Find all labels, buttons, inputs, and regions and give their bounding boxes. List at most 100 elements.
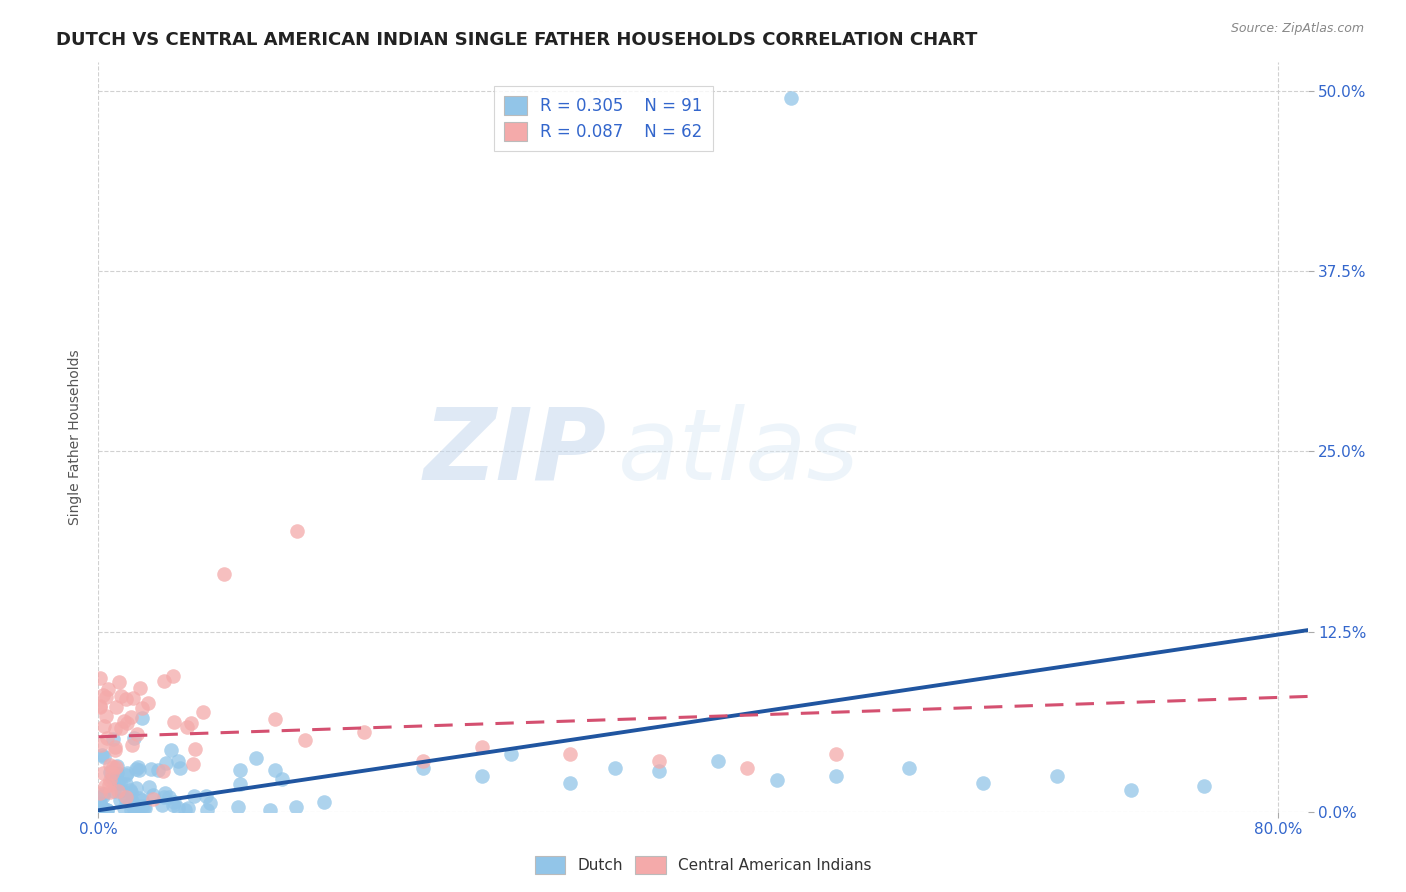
Point [152, 790, 174, 805]
Point [735, 762, 758, 776]
Point [972, 776, 994, 790]
Point [141, 762, 163, 776]
Point [294, 732, 316, 747]
Point [107, 784, 129, 798]
Point [353, 725, 375, 739]
Point [101, 766, 124, 780]
Point [226, 800, 249, 814]
Point [98, 765, 121, 780]
Point [124, 780, 146, 795]
Point [128, 764, 150, 778]
Point [131, 793, 153, 807]
Point [169, 761, 191, 775]
Point [115, 789, 138, 804]
Point [191, 705, 214, 719]
Point [91, 788, 114, 802]
Point [89, 698, 111, 713]
Point [90, 800, 112, 814]
Point [134, 800, 156, 814]
Point [114, 790, 136, 805]
Point [122, 803, 145, 817]
Point [112, 801, 135, 815]
Text: Source: ZipAtlas.com: Source: ZipAtlas.com [1230, 22, 1364, 36]
Point [101, 771, 124, 785]
Point [167, 754, 190, 768]
Legend: Dutch, Central American Indians: Dutch, Central American Indians [529, 850, 877, 880]
Point [127, 727, 149, 741]
Point [162, 798, 184, 813]
Point [471, 739, 494, 754]
Point [706, 754, 728, 768]
Point [560, 747, 582, 761]
Point [120, 785, 142, 799]
Point [128, 790, 150, 805]
Point [114, 691, 136, 706]
Point [155, 756, 177, 771]
Point [96, 803, 118, 817]
Point [181, 757, 204, 772]
Y-axis label: Single Father Households: Single Father Households [69, 350, 83, 524]
Point [183, 789, 205, 803]
Point [176, 720, 198, 734]
Point [501, 747, 523, 761]
Point [104, 739, 127, 754]
Point [97, 681, 120, 696]
Point [824, 769, 846, 783]
Point [1326, 200, 1348, 214]
Point [229, 777, 252, 791]
Point [122, 731, 145, 745]
Point [264, 712, 287, 726]
Point [114, 777, 136, 791]
Point [120, 710, 142, 724]
Point [194, 789, 217, 803]
Point [125, 762, 148, 776]
Point [98, 784, 121, 798]
Point [103, 722, 125, 736]
Point [287, 524, 309, 538]
Point [89, 797, 111, 811]
Point [94, 779, 117, 793]
Point [105, 699, 128, 714]
Point [180, 715, 202, 730]
Point [89, 786, 111, 800]
Point [560, 776, 582, 790]
Point [765, 772, 787, 787]
Point [824, 747, 846, 761]
Point [780, 91, 803, 105]
Point [163, 714, 186, 729]
Point [142, 792, 165, 806]
Point [91, 765, 114, 780]
Point [104, 760, 127, 774]
Point [108, 793, 131, 807]
Point [153, 673, 176, 688]
Point [603, 762, 626, 776]
Point [141, 788, 163, 802]
Point [124, 803, 146, 817]
Point [104, 743, 127, 757]
Point [110, 784, 132, 798]
Point [132, 800, 155, 814]
Point [120, 803, 142, 817]
Point [245, 750, 267, 764]
Point [107, 759, 129, 773]
Point [162, 669, 184, 683]
Point [177, 801, 200, 815]
Point [103, 772, 125, 786]
Point [271, 772, 294, 786]
Point [212, 566, 235, 581]
Point [110, 689, 132, 703]
Point [121, 738, 143, 752]
Point [150, 797, 173, 812]
Point [312, 796, 335, 810]
Point [229, 763, 252, 777]
Text: atlas: atlas [619, 403, 860, 500]
Point [1194, 779, 1216, 793]
Point [91, 748, 114, 763]
Point [264, 764, 287, 778]
Point [101, 732, 124, 747]
Point [412, 762, 434, 776]
Point [157, 789, 180, 804]
Point [173, 803, 195, 817]
Point [898, 762, 921, 776]
Point [155, 786, 177, 800]
